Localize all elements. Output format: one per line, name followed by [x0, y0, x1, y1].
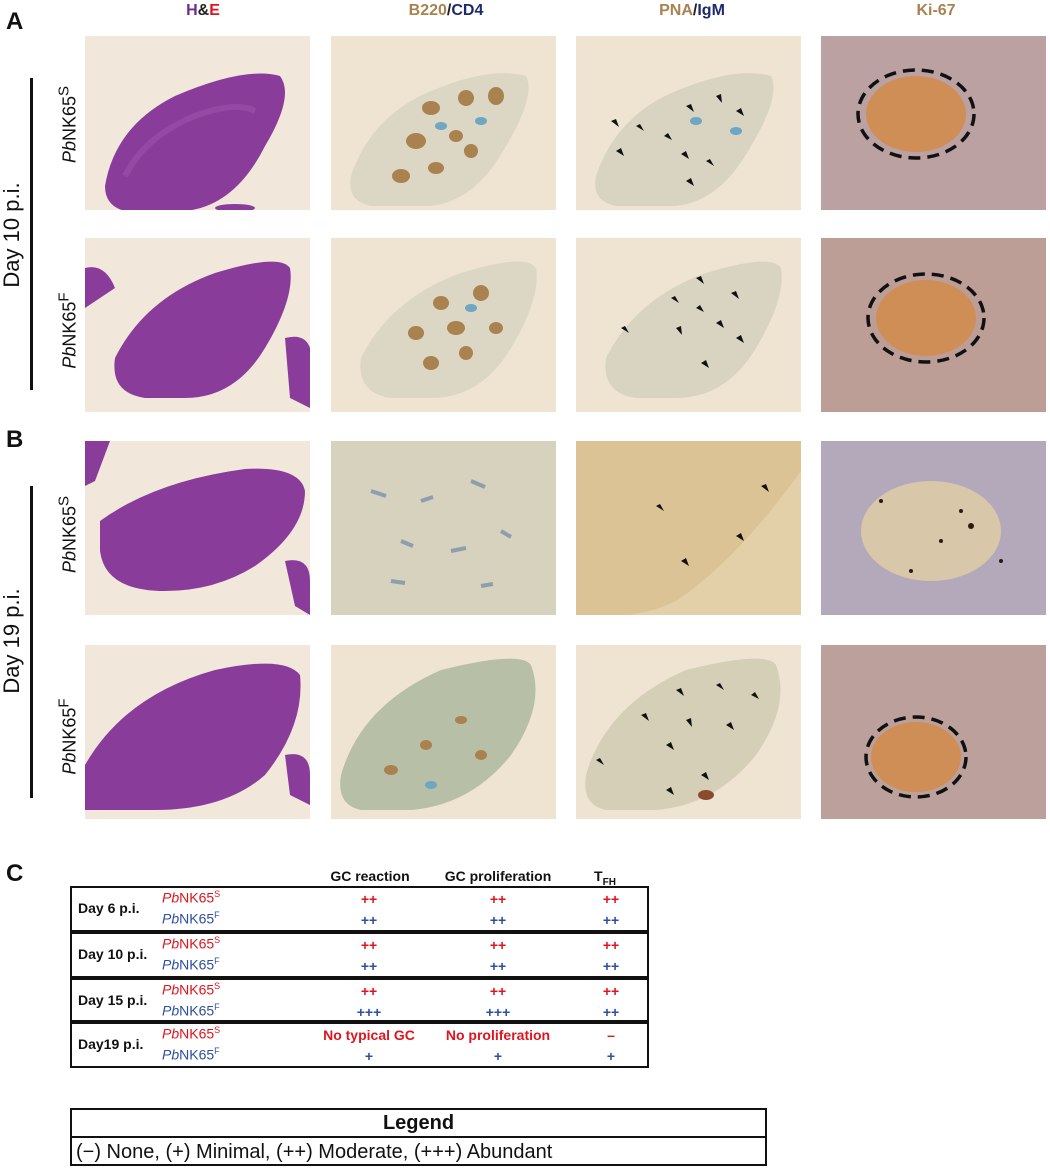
day10-bracket	[30, 78, 33, 390]
micrograph-b220-day19-f	[331, 645, 556, 819]
table-cell: –	[607, 1027, 615, 1043]
day19-bracket	[30, 486, 33, 798]
stain-header-pna-igm: PNA/IgM	[659, 2, 725, 19]
table-day-label: Day 15 p.i.	[78, 992, 148, 1008]
row-label-s-1: PbNK65S	[55, 85, 80, 164]
micrograph-pna-day19-f	[576, 645, 801, 819]
table-cell: ++	[360, 983, 378, 999]
table-group	[70, 932, 649, 978]
table-day-label: Day 10 p.i.	[78, 946, 148, 962]
table-strain-s: PbNK65S	[162, 1025, 221, 1042]
micrograph-pna-day10-s	[576, 36, 801, 210]
table-strain-f: PbNK65F	[162, 1046, 220, 1063]
table-strain-f: PbNK65F	[162, 1002, 220, 1019]
panel-a-label: A	[6, 8, 24, 35]
table-cell: +	[606, 1048, 616, 1064]
table-cell: +++	[356, 1004, 382, 1020]
legend-title: Legend	[72, 1110, 765, 1138]
micrograph-he-day19-f	[85, 645, 310, 819]
table-cell: ++	[489, 937, 507, 953]
table-cell: ++	[360, 958, 378, 974]
micrograph-ki67-day19-f	[821, 645, 1046, 819]
table-cell: ++	[489, 983, 507, 999]
table-group	[70, 1022, 649, 1068]
table-cell: ++	[602, 891, 620, 907]
micrograph-he-day19-s	[85, 441, 310, 615]
table-strain-s: PbNK65S	[162, 981, 221, 998]
table-cell: ++	[602, 958, 620, 974]
panel-c-label: C	[6, 860, 24, 887]
micrograph-he-day10-s	[85, 36, 310, 210]
table-strain-f: PbNK65F	[162, 956, 220, 973]
table-cell: +	[364, 1048, 374, 1064]
table-cell: ++	[602, 937, 620, 953]
row-label-f-2: PbNK65F	[55, 698, 80, 775]
table-cell: ++	[360, 912, 378, 928]
stain-header-ki67: Ki-67	[916, 2, 956, 19]
table-day-label: Day19 p.i.	[78, 1036, 144, 1052]
table-day-label: Day 6 p.i.	[78, 900, 140, 916]
micrograph-b220-day10-s	[331, 36, 556, 210]
stain-header-he: H&E	[186, 2, 220, 19]
header-gc-reaction: GC reaction	[330, 868, 410, 884]
micrograph-b220-day10-f	[331, 238, 556, 412]
table-cell: +++	[485, 1004, 511, 1020]
table-cell: ++	[489, 912, 507, 928]
table-strain-s: PbNK65S	[162, 889, 221, 906]
micrograph-pna-day10-f	[576, 238, 801, 412]
header-tfh: TFH	[594, 868, 616, 888]
table-strain-s: PbNK65S	[162, 935, 221, 952]
table-cell: ++	[602, 1004, 620, 1020]
micrograph-ki67-day10-s	[821, 36, 1046, 210]
day19-label: Day 19 p.i.	[0, 588, 24, 694]
table-cell: ++	[489, 891, 507, 907]
table-cell: ++	[360, 891, 378, 907]
micrograph-ki67-day10-f	[821, 238, 1046, 412]
table-cell: ++	[602, 912, 620, 928]
table-group	[70, 886, 649, 932]
legend-box: Legend (−) None, (+) Minimal, (++) Moder…	[70, 1108, 767, 1166]
table-cell: ++	[489, 958, 507, 974]
stain-header-b220-cd4: B220/CD4	[408, 2, 484, 19]
table-cell: ++	[602, 983, 620, 999]
row-label-f-1: PbNK65F	[55, 292, 80, 369]
header-gc-proliferation: GC proliferation	[444, 868, 552, 884]
row-label-s-2: PbNK65S	[55, 495, 80, 574]
table-cell: ++	[360, 937, 378, 953]
legend-text: (−) None, (+) Minimal, (++) Moderate, (+…	[76, 1141, 553, 1163]
table-cell: +	[493, 1048, 503, 1064]
micrograph-b220-day19-s	[331, 441, 556, 615]
table-cell: No proliferation	[445, 1027, 551, 1043]
day10-label: Day 10 p.i.	[0, 182, 24, 288]
micrograph-pna-day19-s	[576, 441, 801, 615]
panel-b-label: B	[6, 426, 24, 453]
table-strain-f: PbNK65F	[162, 910, 220, 927]
table-cell: No typical GC	[323, 1027, 415, 1043]
table-group	[70, 978, 649, 1022]
micrograph-he-day10-f	[85, 238, 310, 412]
micrograph-ki67-day19-s	[821, 441, 1046, 615]
